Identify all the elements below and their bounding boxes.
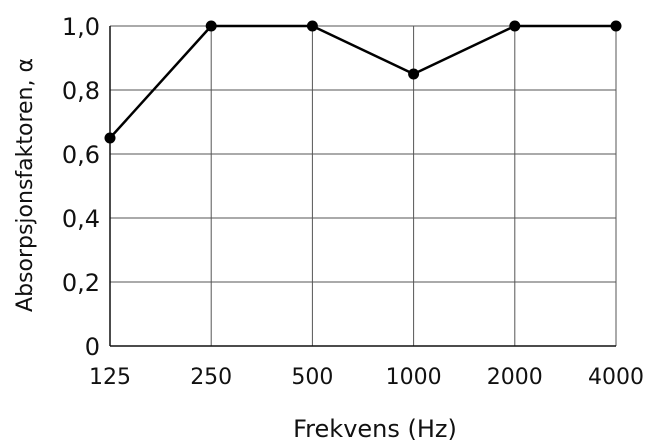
y-tick-label-4: 0,8 (62, 77, 100, 105)
tick-labels: 0 0,2 0,4 0,6 0,8 1,0 125 250 500 1000 2000 4000 (62, 13, 644, 390)
x-tick-label-0: 125 (89, 365, 131, 390)
x-tick-label-3: 1000 (386, 365, 442, 390)
x-tick-label-4: 2000 (487, 365, 543, 390)
data-point-0-1 (205, 20, 217, 32)
y-tick-label-2: 0,4 (62, 205, 100, 233)
x-axis-title: Frekvens (Hz) (293, 415, 457, 443)
grid-lines (109, 25, 617, 347)
y-tick-label-3: 0,6 (62, 141, 100, 169)
data-point-0-0 (104, 132, 116, 144)
y-tick-label-0: 0 (85, 333, 100, 361)
y-tick-label-5: 1,0 (62, 13, 100, 41)
y-tick-label-1: 0,2 (62, 269, 100, 297)
x-tick-label-5: 4000 (588, 365, 644, 390)
axes (109, 26, 616, 347)
x-tick-label-2: 500 (291, 365, 333, 390)
data-point-0-3 (408, 68, 420, 80)
data-point-0-2 (306, 20, 318, 32)
data-point-0-4 (509, 20, 521, 32)
data-point-0-5 (610, 20, 622, 32)
y-axis-title: Absorpsjonsfaktoren, α (13, 58, 38, 312)
data-series (104, 20, 622, 144)
series-line-0 (109, 24, 616, 139)
x-tick-label-1: 250 (190, 365, 232, 390)
